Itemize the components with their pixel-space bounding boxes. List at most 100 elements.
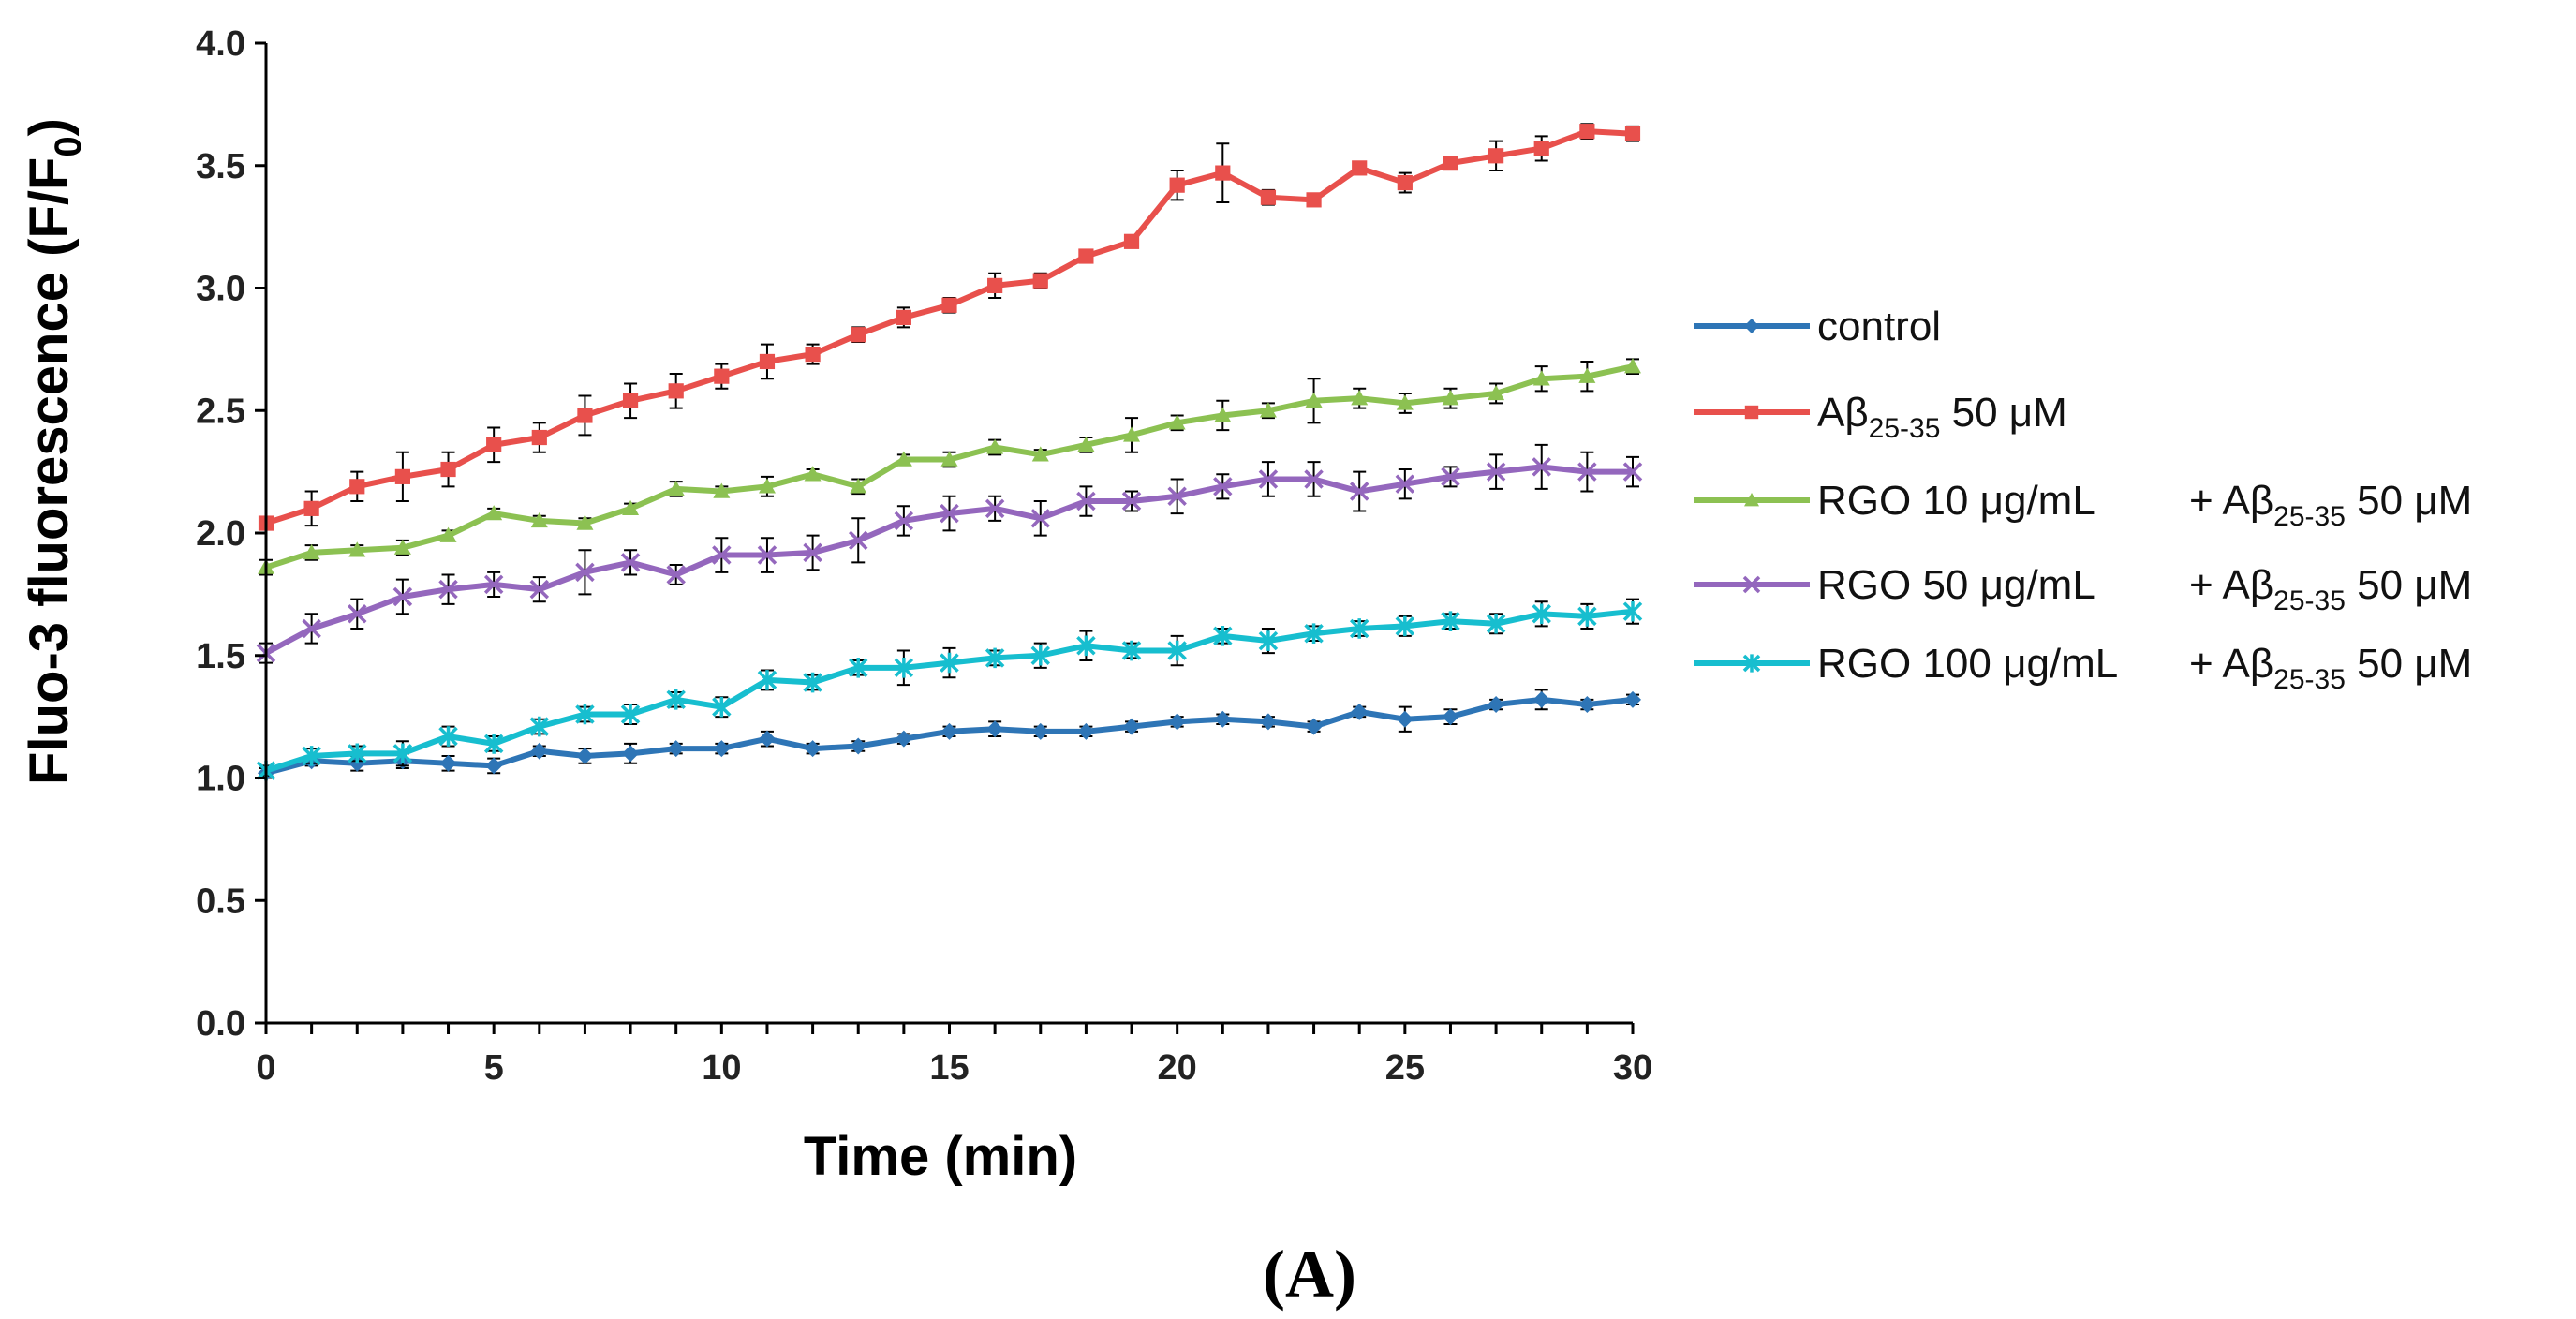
legend-label: RGO 10 μg/mL bbox=[1817, 478, 2095, 524]
data-point bbox=[1121, 491, 1142, 511]
legend-text-pre: RGO 50 μg/mL bbox=[1817, 562, 2095, 608]
data-point bbox=[440, 461, 456, 478]
y-tick-label: 3.0 bbox=[196, 270, 245, 309]
data-point bbox=[895, 730, 912, 748]
data-point bbox=[1213, 626, 1233, 646]
data-point bbox=[620, 704, 641, 725]
data-point bbox=[894, 658, 914, 678]
data-point bbox=[394, 468, 410, 484]
legend-text-gap: + Aβ bbox=[2189, 478, 2273, 524]
data-point bbox=[531, 429, 547, 446]
data-point bbox=[1259, 713, 1277, 731]
data-point bbox=[987, 277, 1003, 293]
data-point bbox=[1078, 248, 1094, 264]
legend-text-sub: 25-35 bbox=[1869, 413, 1941, 444]
data-point bbox=[1395, 474, 1415, 494]
data-point bbox=[1215, 165, 1231, 181]
data-point bbox=[622, 745, 640, 763]
legend-text-gap: + Aβ bbox=[2189, 562, 2273, 608]
x-tick-label: 30 bbox=[1613, 1048, 1652, 1088]
legend-item-2: RGO 10 μg/mL + Aβ25-35 50 μM bbox=[1694, 478, 2472, 532]
data-point bbox=[1532, 370, 1550, 386]
data-point bbox=[1351, 703, 1369, 720]
data-point bbox=[1352, 160, 1368, 176]
data-point bbox=[1076, 491, 1096, 511]
data-point bbox=[895, 451, 912, 467]
legend-label-suffix: + Aβ25-35 50 μM bbox=[2189, 562, 2472, 616]
data-point bbox=[1123, 718, 1141, 735]
data-point bbox=[712, 696, 732, 718]
data-point bbox=[1076, 635, 1096, 657]
series-2 bbox=[258, 358, 1641, 576]
data-point bbox=[1532, 690, 1550, 708]
legend-marker bbox=[1744, 319, 1759, 333]
data-point bbox=[940, 503, 959, 524]
y-tick-label: 0.5 bbox=[196, 882, 245, 921]
data-point bbox=[1443, 156, 1458, 171]
data-point bbox=[622, 393, 639, 408]
data-point bbox=[393, 539, 411, 555]
data-point bbox=[758, 730, 776, 748]
legend-text-post2: 50 μM bbox=[2346, 641, 2472, 687]
data-point bbox=[1442, 708, 1459, 726]
data-point bbox=[303, 500, 319, 516]
plot-area bbox=[256, 123, 1643, 782]
data-point bbox=[757, 670, 777, 690]
data-point bbox=[575, 704, 595, 725]
data-point bbox=[530, 742, 548, 760]
data-point bbox=[1532, 457, 1551, 477]
legend-label: control bbox=[1817, 304, 1941, 349]
data-point bbox=[1304, 469, 1324, 489]
data-point bbox=[1488, 148, 1504, 164]
legend-text-gap: + Aβ bbox=[2189, 641, 2273, 687]
legend-text-sub2: 25-35 bbox=[2273, 585, 2346, 616]
data-point bbox=[851, 327, 866, 343]
data-point bbox=[985, 647, 1005, 669]
data-point bbox=[713, 482, 731, 498]
data-point bbox=[1349, 618, 1369, 639]
data-point bbox=[803, 542, 822, 563]
data-point bbox=[986, 438, 1004, 454]
data-point bbox=[1624, 358, 1641, 374]
data-point bbox=[1213, 477, 1233, 496]
data-point bbox=[1077, 722, 1095, 740]
series-4 bbox=[256, 598, 1643, 781]
data-point bbox=[1032, 273, 1048, 289]
data-point bbox=[1305, 718, 1323, 735]
data-point bbox=[1030, 645, 1051, 666]
data-point bbox=[1123, 233, 1140, 249]
data-point bbox=[1258, 469, 1279, 489]
data-point bbox=[1579, 124, 1595, 140]
legend-marker bbox=[1742, 575, 1761, 594]
data-point bbox=[485, 505, 503, 521]
data-point bbox=[1214, 710, 1232, 728]
legend-marker bbox=[1744, 405, 1759, 420]
data-point bbox=[850, 737, 867, 755]
data-point bbox=[1578, 367, 1596, 383]
x-ticks: 0 5 10 15 20 25 30 bbox=[256, 1023, 1652, 1088]
data-point bbox=[1441, 467, 1460, 487]
data-point bbox=[1624, 690, 1641, 708]
data-point bbox=[894, 511, 914, 531]
data-point bbox=[759, 353, 776, 370]
data-point bbox=[1533, 141, 1549, 156]
legend-text-post: 50 μM bbox=[1940, 390, 2066, 436]
legend-marker bbox=[1742, 654, 1761, 673]
legend-item-1: Aβ25-35 50 μM bbox=[1694, 390, 2067, 444]
data-point bbox=[1577, 606, 1597, 627]
data-point bbox=[757, 545, 777, 565]
data-point bbox=[804, 740, 822, 758]
data-point bbox=[303, 543, 320, 560]
data-point bbox=[713, 740, 731, 758]
data-point bbox=[1349, 482, 1369, 501]
data-point bbox=[804, 466, 822, 482]
legend-label: RGO 50 μg/mL bbox=[1817, 562, 2095, 608]
data-point bbox=[1577, 462, 1597, 482]
y-tick-label: 1.0 bbox=[196, 760, 245, 799]
data-point bbox=[1260, 189, 1277, 205]
data-point bbox=[622, 499, 640, 516]
data-point bbox=[1396, 710, 1414, 728]
legend-label-suffix: + Aβ25-35 50 μM bbox=[2189, 478, 2472, 532]
x-tick-label: 15 bbox=[929, 1048, 969, 1088]
